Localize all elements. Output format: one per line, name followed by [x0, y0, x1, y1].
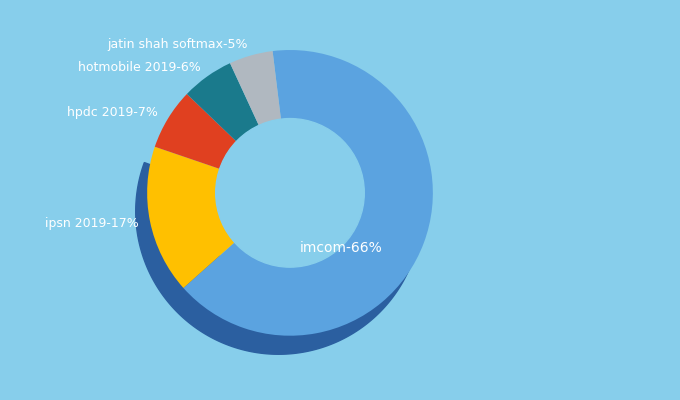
Wedge shape [230, 51, 281, 126]
Text: jatin shah softmax-5%: jatin shah softmax-5% [107, 38, 248, 51]
Wedge shape [187, 63, 259, 142]
Wedge shape [155, 94, 237, 169]
Text: imcom-66%: imcom-66% [301, 241, 383, 255]
Wedge shape [147, 147, 235, 288]
Text: hpdc 2019-7%: hpdc 2019-7% [67, 106, 158, 119]
Text: hotmobile 2019-6%: hotmobile 2019-6% [78, 61, 201, 74]
Wedge shape [184, 50, 433, 336]
Polygon shape [136, 162, 422, 354]
Circle shape [216, 118, 364, 267]
Text: ipsn 2019-17%: ipsn 2019-17% [45, 217, 139, 230]
